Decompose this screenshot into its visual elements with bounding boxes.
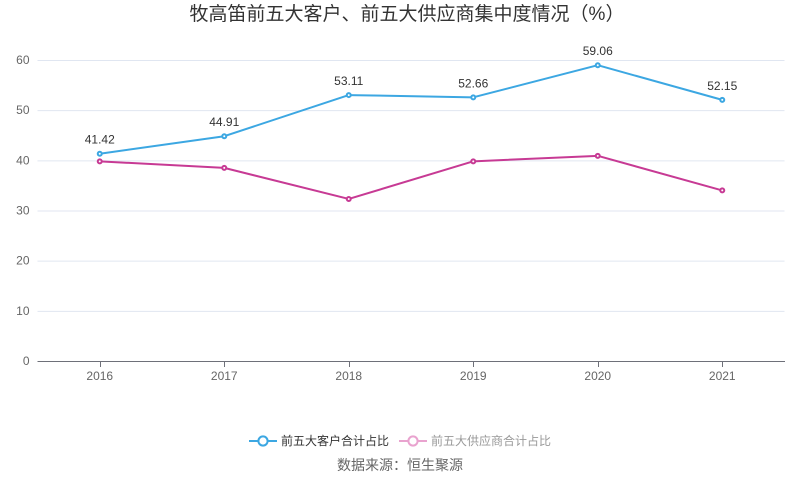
- x-axis-label: 2017: [211, 369, 238, 383]
- legend-item-label: 前五大客户合计占比: [280, 434, 389, 448]
- series-suppliers: [96, 152, 726, 202]
- y-axis-label: 60: [16, 53, 30, 67]
- data-label: 59.06: [583, 44, 613, 58]
- legend-item-customers[interactable]: 前五大客户合计占比: [248, 432, 389, 450]
- data-point[interactable]: [221, 133, 228, 140]
- x-axis-label: 2019: [460, 369, 487, 383]
- data-point[interactable]: [345, 195, 352, 202]
- data-label: 52.15: [707, 79, 737, 93]
- data-point[interactable]: [470, 158, 477, 165]
- grid-lines: [37, 60, 785, 312]
- y-axis-label: 40: [16, 153, 30, 167]
- data-point[interactable]: [96, 150, 103, 157]
- legend: 前五大客户合计占比 前五大供应商合计占比: [0, 432, 800, 450]
- data-point[interactable]: [594, 152, 601, 159]
- y-axis-label: 0: [23, 354, 30, 368]
- legend-item-suppliers[interactable]: 前五大供应商合计占比: [399, 432, 551, 450]
- data-point[interactable]: [719, 96, 726, 103]
- data-point[interactable]: [96, 158, 103, 165]
- x-axis: [37, 361, 785, 367]
- x-axis-label: 2016: [86, 369, 113, 383]
- data-source-note: 数据来源：恒生聚源: [337, 457, 463, 473]
- plot-area: 0 10 20 30 40 50 60 2016 2017 2018 2019 2020 2021 41.…: [16, 44, 785, 383]
- x-axis-labels: 2016 2017 2018 2019 2020 2021: [86, 369, 736, 383]
- legend-line-marker-icon: [248, 435, 277, 447]
- y-axis-label: 30: [16, 204, 30, 218]
- legend-item-label: 前五大供应商合计占比: [431, 434, 552, 448]
- legend-line-marker-icon: [399, 435, 427, 447]
- y-axis-label: 10: [16, 304, 30, 318]
- chart-title: 牧高笛前五大客户、前五大供应商集中度情况（%）: [189, 4, 625, 25]
- data-label: 44.91: [209, 115, 239, 129]
- data-point[interactable]: [594, 62, 601, 69]
- data-label: 52.66: [458, 76, 488, 90]
- data-point[interactable]: [719, 187, 726, 194]
- y-axis-label: 50: [16, 103, 30, 117]
- data-point[interactable]: [470, 94, 477, 101]
- y-axis-labels: 0 10 20 30 40 50 60: [16, 53, 30, 368]
- series-customers: [96, 62, 726, 157]
- x-axis-label: 2018: [335, 369, 362, 383]
- data-point[interactable]: [345, 92, 352, 99]
- series-line: [98, 154, 724, 200]
- series-line: [98, 64, 724, 155]
- data-point[interactable]: [221, 164, 228, 171]
- data-labels: 41.42 44.91 53.11 52.66 59.06 52.15: [85, 44, 738, 146]
- y-axis-label: 20: [16, 254, 30, 268]
- data-label: 41.42: [85, 133, 115, 147]
- x-axis-label: 2020: [584, 369, 611, 383]
- data-label: 53.11: [334, 74, 363, 88]
- x-axis-label: 2021: [709, 369, 736, 383]
